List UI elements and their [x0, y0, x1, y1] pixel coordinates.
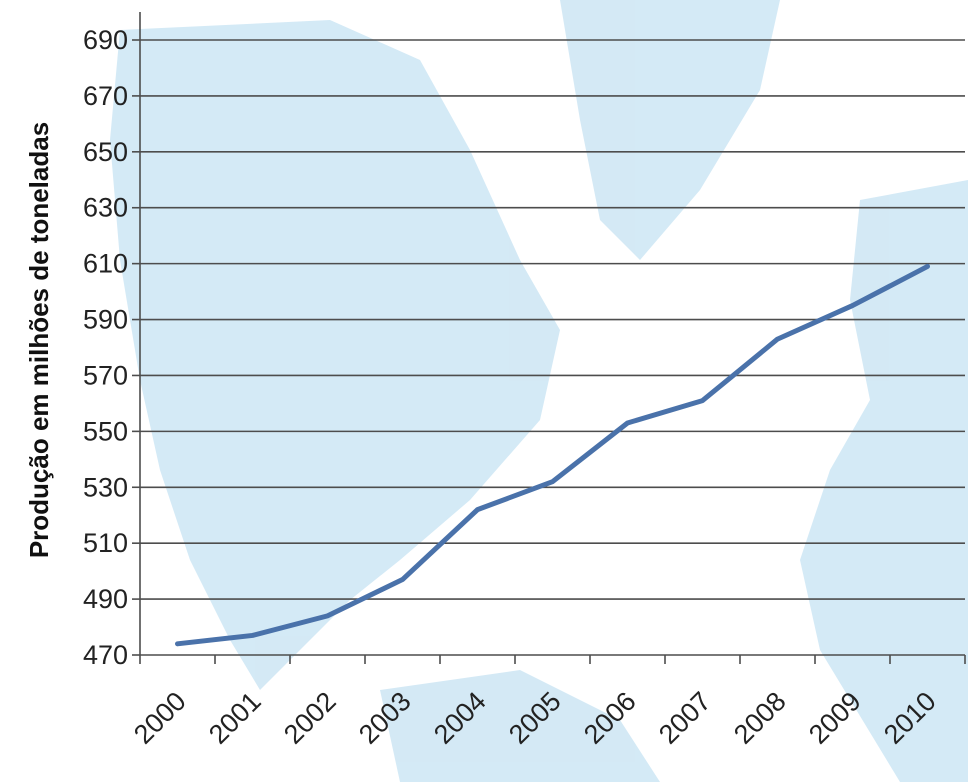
data-point	[476, 508, 480, 512]
map-europe-africa	[800, 180, 968, 782]
x-tick-label: 2001	[203, 686, 267, 750]
data-point	[776, 337, 780, 341]
data-point	[926, 264, 930, 268]
y-tick-label: 510	[83, 528, 128, 558]
map-north-america	[110, 20, 560, 690]
world-map-background	[110, 0, 968, 782]
x-tick-label: 2002	[278, 686, 342, 750]
data-point	[326, 614, 330, 618]
y-tick-label: 610	[83, 249, 128, 279]
data-point	[551, 480, 555, 484]
x-tick-label: 2008	[728, 686, 792, 750]
y-tick-label: 630	[83, 193, 128, 223]
y-tick-label: 470	[83, 640, 128, 670]
x-tick-label: 2007	[653, 686, 717, 750]
y-tick-label: 650	[83, 137, 128, 167]
data-point	[401, 578, 405, 582]
y-tick-label: 690	[83, 25, 128, 55]
y-tick-label: 590	[83, 305, 128, 335]
x-tick-label: 2000	[128, 686, 192, 750]
y-tick-label: 670	[83, 81, 128, 111]
data-point	[851, 304, 855, 308]
map-greenland	[560, 0, 780, 260]
y-tick-label: 570	[83, 360, 128, 390]
y-tick-label: 550	[83, 416, 128, 446]
y-tick-label: 490	[83, 584, 128, 614]
y-axis-title: Produção em milhões de toneladas	[24, 122, 54, 558]
data-point	[701, 399, 705, 403]
y-tick-label: 530	[83, 472, 128, 502]
data-point	[176, 642, 180, 646]
data-point	[251, 633, 255, 637]
data-point	[626, 421, 630, 425]
